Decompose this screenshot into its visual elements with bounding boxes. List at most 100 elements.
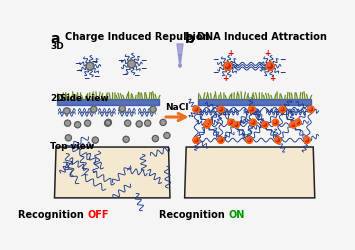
Circle shape — [229, 120, 231, 123]
Text: Recognition: Recognition — [18, 210, 88, 220]
Circle shape — [65, 120, 71, 126]
Circle shape — [136, 121, 142, 127]
Circle shape — [64, 108, 70, 114]
Circle shape — [144, 120, 151, 126]
Text: −: − — [212, 56, 219, 64]
Circle shape — [194, 138, 196, 140]
Text: −: − — [140, 56, 146, 65]
Circle shape — [272, 119, 279, 126]
Circle shape — [204, 122, 210, 128]
Text: −: − — [73, 58, 80, 68]
Text: +: + — [222, 74, 229, 83]
Text: NaCl: NaCl — [165, 104, 189, 112]
Circle shape — [276, 138, 278, 140]
Circle shape — [275, 137, 281, 143]
Circle shape — [205, 122, 207, 125]
Text: −: − — [75, 66, 82, 75]
Circle shape — [262, 122, 268, 128]
Text: −: − — [279, 68, 286, 77]
Circle shape — [92, 137, 98, 143]
Text: OFF: OFF — [88, 210, 109, 220]
Circle shape — [193, 137, 199, 143]
Circle shape — [105, 120, 111, 126]
Circle shape — [86, 62, 94, 70]
Bar — [198, 99, 311, 105]
Circle shape — [218, 106, 224, 112]
Text: Side view: Side view — [60, 94, 109, 103]
Circle shape — [295, 119, 301, 126]
Text: −: − — [121, 70, 128, 79]
Text: 3D: 3D — [50, 42, 64, 51]
Polygon shape — [185, 147, 315, 198]
Text: Recognition: Recognition — [159, 210, 229, 220]
Ellipse shape — [179, 64, 181, 67]
Circle shape — [247, 138, 250, 140]
Circle shape — [290, 122, 296, 128]
Circle shape — [219, 138, 221, 140]
Text: Charge Induced Repulsion: Charge Induced Repulsion — [65, 32, 209, 42]
Polygon shape — [55, 147, 170, 198]
Text: −: − — [91, 57, 98, 66]
Circle shape — [246, 137, 252, 143]
Circle shape — [280, 107, 283, 110]
Circle shape — [248, 106, 255, 112]
Circle shape — [291, 122, 294, 125]
Text: +: + — [269, 74, 275, 83]
Circle shape — [194, 107, 196, 110]
Text: +: + — [227, 49, 233, 58]
Circle shape — [128, 60, 135, 68]
Circle shape — [296, 120, 298, 123]
Circle shape — [206, 120, 209, 123]
Circle shape — [309, 107, 311, 110]
Text: −: − — [133, 71, 139, 80]
Circle shape — [65, 135, 71, 141]
Circle shape — [279, 106, 285, 112]
Circle shape — [251, 120, 253, 123]
Polygon shape — [177, 44, 183, 55]
Circle shape — [193, 106, 199, 112]
Circle shape — [233, 122, 239, 128]
Circle shape — [263, 122, 265, 125]
Circle shape — [218, 137, 224, 143]
Text: 2D: 2D — [50, 94, 64, 103]
Circle shape — [273, 120, 276, 123]
Circle shape — [266, 62, 274, 70]
Circle shape — [150, 106, 156, 112]
Text: −: − — [279, 56, 286, 64]
Polygon shape — [179, 55, 181, 62]
Circle shape — [305, 138, 307, 140]
Circle shape — [84, 120, 91, 126]
Circle shape — [219, 107, 221, 110]
Circle shape — [125, 120, 131, 126]
Circle shape — [308, 106, 314, 112]
Circle shape — [234, 122, 236, 125]
Circle shape — [225, 64, 228, 66]
Text: −: − — [93, 72, 99, 82]
Text: b: b — [185, 32, 195, 46]
Circle shape — [228, 119, 234, 126]
Text: DNA Induced Attraction: DNA Induced Attraction — [197, 32, 327, 42]
Circle shape — [75, 122, 81, 128]
Circle shape — [152, 136, 158, 142]
Text: +: + — [265, 49, 271, 58]
Text: −: − — [118, 56, 124, 65]
Text: −: − — [83, 74, 89, 83]
Bar — [57, 99, 159, 105]
Circle shape — [304, 137, 310, 143]
Circle shape — [164, 132, 170, 138]
Circle shape — [160, 119, 166, 126]
Circle shape — [224, 62, 231, 70]
Circle shape — [119, 106, 125, 112]
Circle shape — [123, 136, 129, 142]
Circle shape — [250, 119, 256, 126]
Text: Top view: Top view — [50, 142, 94, 151]
Circle shape — [91, 106, 97, 112]
Circle shape — [267, 64, 271, 66]
Circle shape — [105, 119, 111, 126]
Text: −: − — [141, 64, 147, 73]
Text: ON: ON — [229, 210, 245, 220]
Circle shape — [206, 119, 212, 126]
Text: a: a — [50, 32, 59, 46]
Circle shape — [250, 107, 252, 110]
Text: −: − — [212, 68, 219, 77]
